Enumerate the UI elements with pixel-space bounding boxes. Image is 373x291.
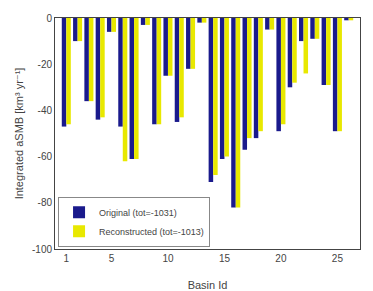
svg-text:-80: -80 (38, 197, 53, 208)
svg-text:20: 20 (275, 253, 287, 264)
svg-text:Basin Id: Basin Id (188, 279, 228, 291)
svg-text:Integrated aSMB [km³ yr⁻¹]: Integrated aSMB [km³ yr⁻¹] (13, 68, 25, 200)
svg-text:-20: -20 (38, 59, 53, 70)
svg-text:0: 0 (46, 13, 52, 24)
svg-text:1: 1 (64, 253, 70, 264)
svg-text:10: 10 (162, 253, 174, 264)
svg-text:15: 15 (219, 253, 231, 264)
svg-text:-40: -40 (38, 105, 53, 116)
svg-text:5: 5 (109, 253, 115, 264)
svg-text:-100: -100 (32, 244, 52, 255)
svg-text:-60: -60 (38, 151, 53, 162)
svg-text:Reconstructed (tot=-1013): Reconstructed (tot=-1013) (99, 227, 204, 237)
svg-text:Original (tot=-1031): Original (tot=-1031) (99, 208, 177, 218)
svg-text:25: 25 (332, 253, 344, 264)
